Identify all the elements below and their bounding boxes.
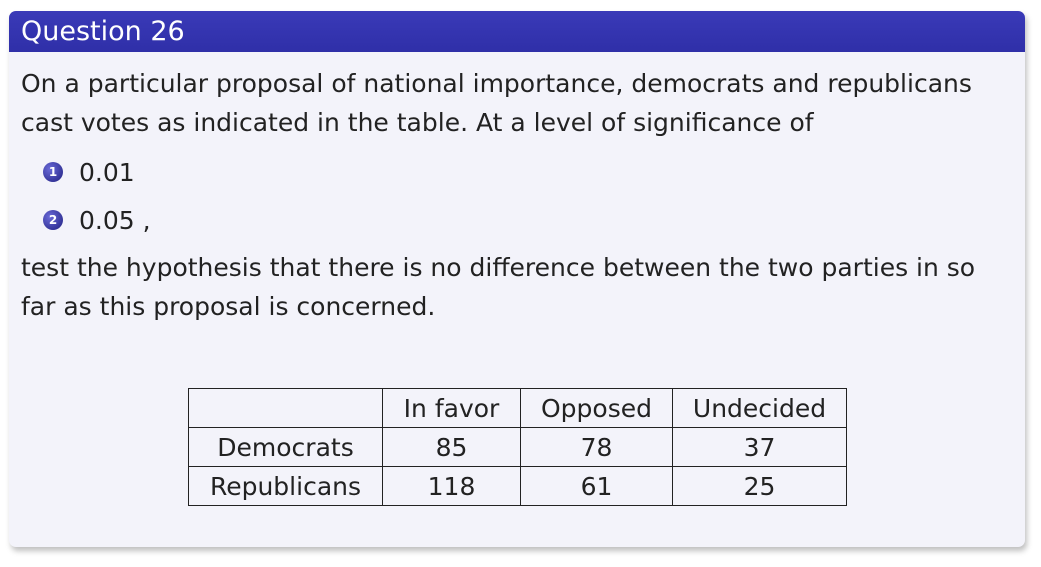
slide-body: On a particular proposal of national imp… xyxy=(9,52,1025,326)
table-header-row: In favor Opposed Undecided xyxy=(188,388,847,428)
table-cell: 118 xyxy=(382,466,521,506)
option-text: 0.01 xyxy=(79,157,135,187)
table-header-cell: Undecided xyxy=(672,388,847,428)
number-bullet-icon: 1 xyxy=(43,162,63,182)
table-cell: 85 xyxy=(382,427,521,467)
table-header-cell: In favor xyxy=(382,388,521,428)
table-cell: 61 xyxy=(520,466,673,506)
table-header-cell xyxy=(188,388,383,428)
question-conclusion: test the hypothesis that there is no dif… xyxy=(21,253,976,321)
option-text: 0.05 , xyxy=(79,205,151,235)
votes-table: In favor Opposed Undecided Democrats 85 … xyxy=(188,388,847,506)
slide: Question 26 On a particular proposal of … xyxy=(9,11,1025,547)
table-row-label: Democrats xyxy=(188,427,383,467)
table-row: Republicans 118 61 25 xyxy=(188,466,847,506)
table-cell: 37 xyxy=(672,427,847,467)
list-item: 2 0.05 , xyxy=(43,196,1013,244)
significance-list: 1 0.01 2 0.05 , xyxy=(21,148,1013,244)
table-header-cell: Opposed xyxy=(520,388,673,428)
table-cell: 78 xyxy=(520,427,673,467)
list-item: 1 0.01 xyxy=(43,148,1013,196)
table-cell: 25 xyxy=(672,466,847,506)
table-row: Democrats 85 78 37 xyxy=(188,427,847,467)
votes-table-wrapper: In favor Opposed Undecided Democrats 85 … xyxy=(188,388,847,506)
number-bullet-icon: 2 xyxy=(43,210,63,230)
table-row-label: Republicans xyxy=(188,466,383,506)
slide-title: Question 26 xyxy=(9,11,1025,52)
question-intro: On a particular proposal of national imp… xyxy=(21,69,972,137)
